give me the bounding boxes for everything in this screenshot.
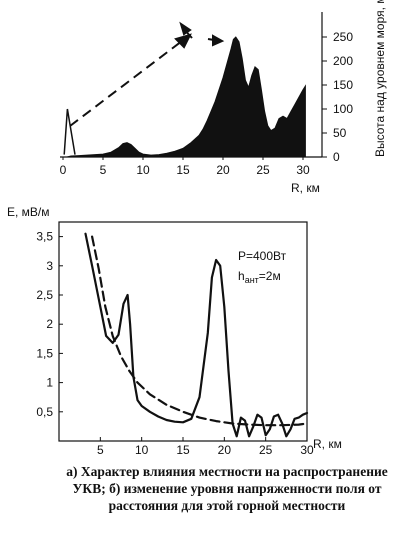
antenna-subscript: ант [245, 275, 259, 285]
transmitter-mast-line [63, 108, 76, 155]
field-x-tick-label: 20 [218, 443, 232, 457]
terrain-x-tick-label: 30 [296, 163, 310, 177]
field-x-tick-label: 30 [300, 443, 314, 457]
terrain-x-tick-label: 5 [100, 163, 107, 177]
terrain-y-tick-label: 250 [333, 30, 353, 44]
terrain-x-tick-label: 20 [216, 163, 230, 177]
terrain-profile-area [63, 36, 306, 158]
field-y-tick-label: 3,5 [36, 230, 53, 244]
field-series-layer [84, 232, 309, 438]
field-x-tick-label: 5 [97, 443, 104, 457]
antenna-h-symbol: h [238, 269, 245, 283]
terrain-y-tick-label: 100 [333, 102, 353, 116]
propagation-arrow-line [69, 40, 183, 127]
field-y-tick-label: 1 [46, 376, 53, 390]
antenna-height-annotation: hант=2м [238, 269, 281, 285]
field-y-tick-label: 0,5 [36, 405, 53, 419]
terrain-x-tick-label: 15 [176, 163, 190, 177]
arrow-head-icon [179, 21, 192, 36]
terrain-chart: 0 5 10 15 20 25 30 0 50 100 150 200 250 R, км Высот… [60, 0, 387, 195]
arrow-head-icon [174, 33, 192, 49]
field-y-ticks: 0,5 1 1,5 2 2,5 3 3,5 [36, 230, 63, 419]
field-solid-series-line [84, 232, 309, 438]
terrain-area [63, 36, 306, 158]
terrain-x-tick-label: 0 [60, 163, 67, 177]
terrain-y-tick-label: 200 [333, 54, 353, 68]
terrain-x-ticks: 0 5 10 15 20 25 30 [60, 157, 310, 177]
terrain-y-tick-label: 150 [333, 78, 353, 92]
terrain-x-label: R, км [291, 181, 320, 195]
terrain-x-tick-label: 25 [256, 163, 270, 177]
field-y-label: Е, мВ/м [7, 205, 50, 219]
antenna-height-value: =2м [259, 269, 281, 283]
arrow-head-icon [212, 34, 225, 47]
field-dashed-series-line [91, 235, 309, 427]
field-x-tick-label: 10 [135, 443, 149, 457]
field-y-tick-label: 3 [46, 259, 53, 273]
propagation-arrows [69, 21, 225, 127]
field-x-label: R, км [313, 437, 342, 451]
terrain-y-tick-label: 0 [333, 150, 340, 164]
terrain-y-label: Высота над уровнем моря, м [373, 0, 387, 157]
terrain-y-ticks: 0 50 100 150 200 250 [322, 30, 353, 164]
field-x-tick-label: 15 [176, 443, 190, 457]
terrain-y-tick-label: 50 [333, 126, 347, 140]
power-annotation: P=400Вт [238, 249, 287, 263]
field-y-tick-label: 2 [46, 317, 53, 331]
field-x-ticks: 5 10 15 20 25 30 [97, 437, 314, 457]
field-chart: 0,5 1 1,5 2 2,5 3 3,5 5 10 15 20 25 30 Е, мВ/м R, к… [7, 205, 342, 457]
field-y-tick-label: 1,5 [36, 346, 53, 360]
field-x-tick-label: 25 [259, 443, 273, 457]
field-y-tick-label: 2,5 [36, 288, 53, 302]
figure-caption: а) Характер влияния местности на распрос… [66, 464, 388, 513]
terrain-line-layer [63, 108, 76, 155]
terrain-x-tick-label: 10 [136, 163, 150, 177]
